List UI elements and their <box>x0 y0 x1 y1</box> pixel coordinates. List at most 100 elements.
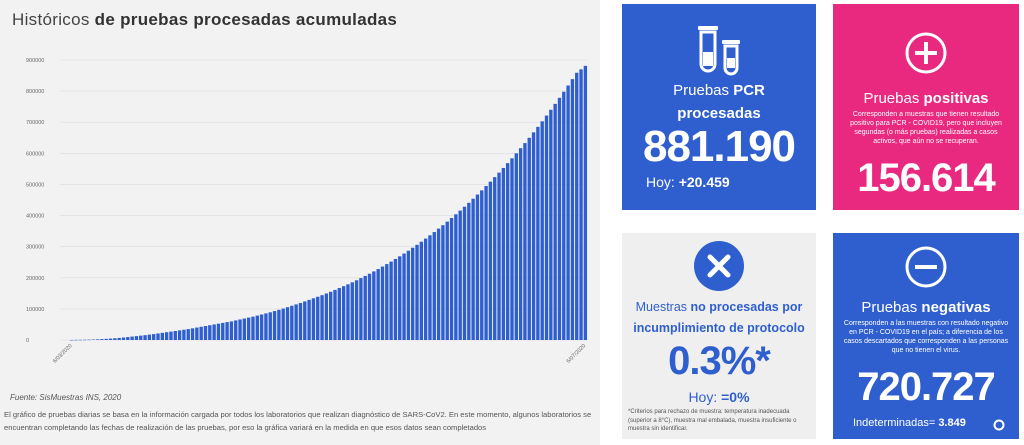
chart-title: Históricos de pruebas procesadas acumula… <box>12 10 397 30</box>
bar <box>229 321 234 340</box>
bar <box>458 210 462 340</box>
bar <box>406 250 411 340</box>
bar <box>398 256 402 340</box>
bar <box>251 316 255 340</box>
pcr-subtitle: procesadas <box>677 105 761 122</box>
bar <box>117 337 121 340</box>
bar <box>285 307 290 340</box>
bar <box>566 85 570 340</box>
y-tick-label: 700000 <box>26 120 44 126</box>
bar <box>549 109 553 341</box>
chart-note: El gráfico de pruebas diarias se basa en… <box>4 410 592 432</box>
bar <box>147 334 152 340</box>
bar <box>518 148 523 340</box>
y-tick-label: 900000 <box>26 58 44 64</box>
bar <box>307 299 311 340</box>
bar <box>177 330 182 340</box>
bar <box>432 232 436 340</box>
bar <box>130 336 134 340</box>
bar <box>95 339 100 340</box>
bar <box>557 97 562 340</box>
bar <box>428 235 432 340</box>
card-negativas: Pruebas negativas Corresponden a las mue… <box>833 233 1019 439</box>
bar <box>74 339 78 341</box>
bar <box>126 337 130 340</box>
bar <box>186 329 190 340</box>
bar <box>156 333 160 340</box>
no-procesadas-value: 0.3%* <box>668 339 771 383</box>
bar <box>579 69 583 340</box>
bar <box>290 305 294 340</box>
bar <box>82 339 87 341</box>
bar <box>419 241 424 340</box>
bar <box>471 198 475 340</box>
bar <box>531 132 536 340</box>
bar <box>272 311 277 340</box>
x-tick-label: 6/03/2020 <box>52 343 74 365</box>
bar <box>281 308 285 340</box>
bar <box>208 325 212 340</box>
bar <box>100 339 104 340</box>
bar <box>173 330 177 340</box>
bar <box>255 315 259 340</box>
bar <box>242 318 247 340</box>
bar <box>385 264 389 340</box>
bar <box>462 206 467 340</box>
bar <box>160 332 165 340</box>
bar <box>311 298 316 340</box>
minus-circle-icon <box>905 246 947 288</box>
bar <box>372 271 376 340</box>
bar <box>225 322 229 340</box>
bar <box>497 172 501 340</box>
y-tick-label: 800000 <box>26 89 44 95</box>
pcr-title: Pruebas PCR <box>673 82 765 99</box>
bar <box>139 335 143 340</box>
bar <box>216 323 221 340</box>
test-tubes-icon <box>698 26 740 76</box>
bar <box>415 244 419 340</box>
card-pcr: Pruebas PCR procesadas 881.190 Hoy: +20.… <box>622 4 816 210</box>
bar <box>164 332 169 340</box>
bar <box>411 247 415 340</box>
y-tick-label: 0 <box>26 338 29 344</box>
bar <box>454 214 458 340</box>
bar <box>544 115 549 341</box>
bar <box>389 261 393 340</box>
bar <box>363 275 367 340</box>
bar <box>393 258 398 340</box>
bar <box>493 177 497 340</box>
bar <box>527 137 531 340</box>
close-circle-icon <box>694 241 744 291</box>
bar <box>510 158 514 340</box>
bar <box>182 329 186 340</box>
y-tick-label: 200000 <box>26 276 44 282</box>
negativas-title: Pruebas negativas <box>861 299 991 316</box>
bar-chart: 0 100000 200000 300000 400000 500000 600000 700… <box>26 58 588 365</box>
bar <box>199 326 203 340</box>
bar <box>341 286 346 340</box>
bar <box>113 338 117 340</box>
bar <box>121 337 126 340</box>
bar <box>514 153 518 340</box>
positivas-title: Pruebas positivas <box>863 90 989 107</box>
bar <box>333 289 337 340</box>
y-tick-label: 500000 <box>26 182 44 188</box>
bar <box>380 266 385 340</box>
bar <box>212 324 216 340</box>
bar <box>449 218 454 340</box>
bar <box>445 221 449 340</box>
bar <box>475 194 480 340</box>
bar <box>329 291 333 340</box>
bar <box>536 126 540 340</box>
bar <box>540 121 544 341</box>
card-no-procesadas: Muestras no procesadas por incumplimient… <box>622 233 816 439</box>
bar <box>221 322 225 340</box>
bar <box>359 278 363 340</box>
bar <box>70 339 74 341</box>
bar <box>436 228 441 340</box>
bar <box>367 273 372 340</box>
info-circle-icon[interactable] <box>993 419 1005 431</box>
bar <box>376 269 380 340</box>
pcr-today: Hoy: +20.459 <box>646 174 730 190</box>
y-tick-label: 300000 <box>26 245 44 251</box>
